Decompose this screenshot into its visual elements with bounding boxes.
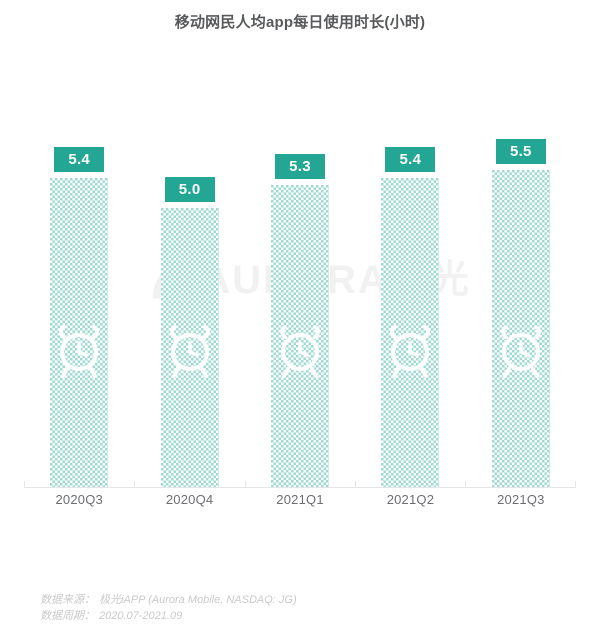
alarm-clock-icon <box>169 325 210 378</box>
footer-source-line: 数据来源： 极光iAPP (Aurora Mobile, NASDAQ: JG) <box>40 592 560 608</box>
alarm-clock-icon <box>59 325 100 378</box>
bar-group: 5.4 <box>24 139 576 488</box>
footer-period-line: 数据周期： 2020.07-2021.09 <box>40 608 560 624</box>
bar-slot: 5.4 <box>355 147 465 488</box>
x-axis-label: 2020Q4 <box>165 492 214 507</box>
bar[interactable] <box>491 170 550 487</box>
footer-period-key: 数据周期： <box>40 610 95 622</box>
x-axis-line <box>24 487 576 488</box>
bar-value-badge: 5.0 <box>164 177 215 202</box>
bar[interactable] <box>50 178 109 487</box>
x-axis-label: 2021Q3 <box>497 492 545 507</box>
footer: 数据来源： 极光iAPP (Aurora Mobile, NASDAQ: JG) … <box>40 592 560 624</box>
x-axis-labels: 2020Q3 2020Q4 2021Q1 2021Q2 2021Q3 <box>24 492 576 507</box>
bar-slot: 5.5 <box>466 139 576 488</box>
bar-value-badge: 5.3 <box>275 154 326 179</box>
axis-tick <box>134 481 135 488</box>
bar-slot: 5.4 <box>24 147 134 488</box>
axis-tick <box>355 481 356 488</box>
plot-area: 5.4 <box>24 139 576 488</box>
chart-title: 移动网民人均app每日使用时长(小时) <box>174 14 426 31</box>
footer-source-value: 极光iAPP (Aurora Mobile, NASDAQ: JG) <box>99 594 297 606</box>
axis-tick <box>575 481 576 488</box>
alarm-clock-icon <box>390 325 431 378</box>
alarm-clock-icon <box>500 325 541 378</box>
x-axis-label: 2021Q2 <box>386 492 435 507</box>
bar[interactable] <box>381 178 440 487</box>
bar-slot: 5.3 <box>245 150 355 488</box>
bar-value-badge: 5.4 <box>54 147 105 172</box>
x-axis-label: 2021Q1 <box>276 492 324 507</box>
bar-value-badge: 5.4 <box>385 147 436 172</box>
footer-period-value: 2020.07-2021.09 <box>99 610 183 622</box>
bar[interactable] <box>271 185 330 487</box>
x-axis-label: 2020Q3 <box>55 492 103 507</box>
bar-slot: 5.0 <box>134 150 244 488</box>
axis-tick <box>465 481 466 488</box>
alarm-clock-icon <box>280 325 320 378</box>
axis-tick <box>245 481 246 488</box>
axis-tick <box>24 481 25 488</box>
bar-value-badge: 5.5 <box>495 139 546 164</box>
bar[interactable] <box>160 208 219 487</box>
footer-source-key: 数据来源： <box>40 594 95 606</box>
